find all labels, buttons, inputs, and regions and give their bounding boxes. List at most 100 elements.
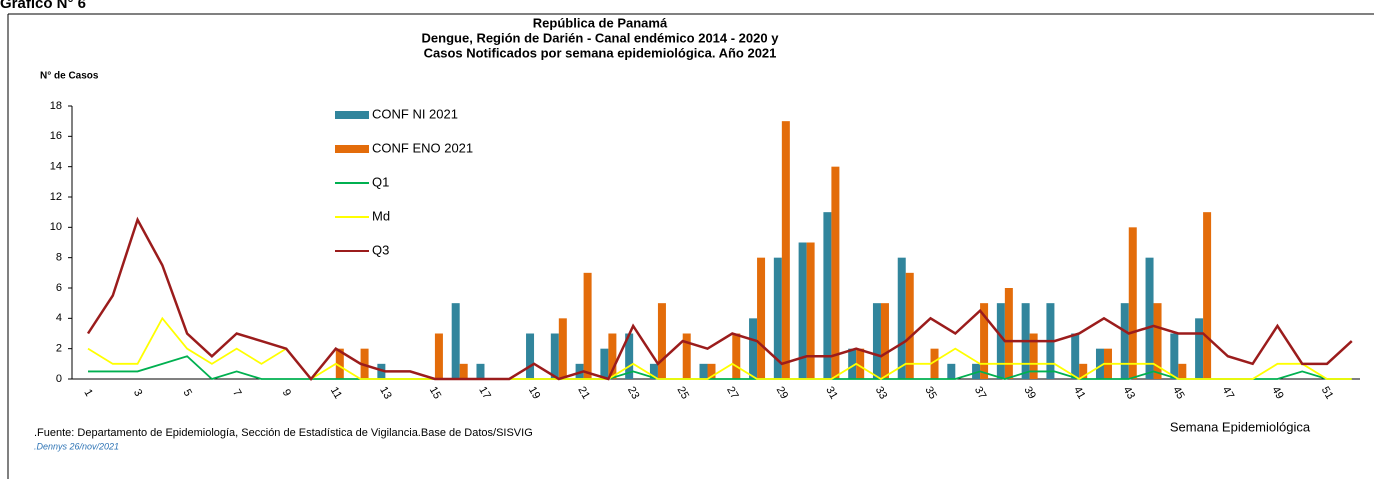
legend-label: CONF ENO 2021	[372, 140, 473, 155]
bar	[657, 303, 666, 379]
bar	[806, 242, 815, 379]
x-tick-label: 37	[972, 385, 989, 402]
x-tick-label: 15	[427, 385, 444, 402]
bar	[600, 348, 609, 379]
x-tick-label: 17	[476, 385, 493, 402]
bar	[947, 363, 956, 379]
x-tick-label: 47	[1220, 385, 1237, 402]
bar	[476, 363, 485, 379]
line-series	[88, 355, 1352, 381]
x-tick-label: 31	[823, 385, 840, 402]
bar	[880, 303, 889, 379]
bar	[1195, 318, 1204, 379]
x-tick-label: 23	[625, 385, 642, 402]
bar	[707, 363, 716, 379]
y-tick-label: 12	[50, 191, 62, 203]
bar	[558, 318, 567, 379]
bar	[1128, 227, 1137, 379]
bar	[583, 272, 592, 379]
bar	[823, 212, 832, 379]
y-tick-label: 14	[50, 161, 62, 173]
x-tick-label: 19	[526, 385, 543, 402]
legend-label: Q1	[372, 174, 389, 189]
bar	[757, 257, 766, 379]
y-tick-label: 18	[50, 100, 62, 112]
bar	[625, 333, 634, 379]
bar	[1145, 257, 1154, 379]
bar	[972, 363, 981, 379]
bar	[682, 333, 691, 379]
x-tick-label: 5	[180, 387, 193, 398]
y-tick-label: 10	[50, 221, 62, 233]
bar	[1170, 333, 1179, 379]
x-tick-label: 35	[922, 385, 939, 402]
x-tick-label: 41	[1071, 385, 1088, 402]
source: .Fuente: Departamento de Epidemiología, …	[34, 427, 533, 439]
y-tick-label: 6	[56, 282, 62, 294]
x-tick-label: 51	[1319, 385, 1336, 402]
bar	[996, 303, 1005, 379]
legend-label: Md	[372, 208, 390, 223]
bar	[526, 333, 535, 379]
bar	[434, 333, 443, 379]
bar	[905, 272, 914, 379]
y-tick-label: 8	[56, 252, 62, 264]
x-tick-label: 7	[230, 387, 243, 398]
bar	[798, 242, 807, 379]
bar	[459, 363, 468, 379]
legend-swatch	[335, 111, 369, 119]
x-tick-label: 13	[377, 385, 394, 402]
y-tick-label: 4	[56, 312, 62, 324]
x-tick-label: 21	[575, 385, 592, 402]
bar	[980, 303, 989, 379]
bar	[1120, 303, 1129, 379]
bar	[732, 333, 741, 379]
x-tick-label: 39	[1021, 385, 1038, 402]
bar	[1095, 348, 1104, 379]
bar	[872, 303, 881, 379]
bar	[749, 318, 758, 379]
x-tick-label: 9	[280, 387, 293, 398]
chart-title: Dengue, Región de Darién - Canal endémic…	[422, 30, 780, 45]
x-tick-label: 33	[873, 385, 890, 402]
bar	[897, 257, 906, 379]
bar	[699, 363, 708, 379]
bar	[608, 333, 617, 379]
bar	[1029, 333, 1038, 379]
bar	[781, 121, 790, 380]
y-axis-label: N° de Casos	[40, 71, 99, 82]
bar	[848, 348, 857, 379]
bar	[550, 333, 559, 379]
bar	[1071, 333, 1080, 379]
bar	[930, 348, 939, 379]
bar	[1203, 212, 1212, 379]
y-tick-label: 16	[50, 130, 62, 142]
y-tick-label: 2	[56, 343, 62, 355]
figure-label: Gráfico N° 6	[0, 0, 86, 12]
x-tick-label: 27	[724, 385, 741, 402]
x-tick-label: 45	[1170, 385, 1187, 402]
author: .Dennys 26/nov/2021	[34, 441, 119, 451]
chart-title: República de Panamá	[533, 15, 668, 30]
x-tick-label: 25	[675, 385, 692, 402]
legend-swatch	[335, 145, 369, 153]
x-axis-label: Semana Epidemiológica	[1170, 419, 1311, 434]
bar	[451, 303, 460, 379]
chart-title: Casos Notificados por semana epidemiológ…	[424, 45, 777, 60]
bar	[1004, 288, 1013, 379]
x-tick-label: 43	[1121, 385, 1138, 402]
bar	[773, 257, 782, 379]
bar	[1153, 303, 1162, 379]
x-tick-label: 3	[131, 387, 144, 398]
x-tick-label: 11	[328, 385, 344, 401]
x-tick-label: 29	[774, 385, 791, 402]
bar	[831, 166, 840, 379]
bar	[1178, 363, 1187, 379]
x-tick-label: 49	[1269, 385, 1286, 402]
bar	[335, 348, 344, 379]
x-tick-label: 1	[81, 387, 94, 398]
bar	[1079, 363, 1088, 379]
bar	[649, 363, 658, 379]
y-tick-label: 0	[56, 373, 62, 385]
